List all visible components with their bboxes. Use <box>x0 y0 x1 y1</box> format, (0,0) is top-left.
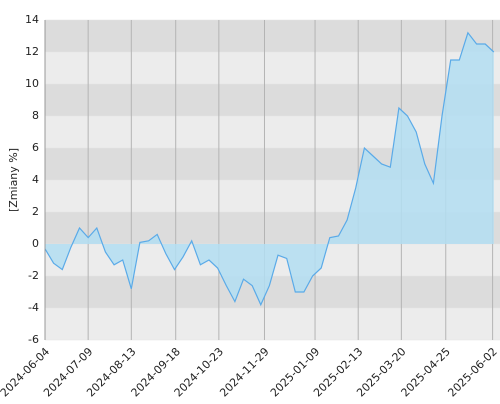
y-tick-label: 8 <box>32 109 39 122</box>
y-tick-label: 0 <box>32 237 39 250</box>
y-tick-label: 6 <box>32 141 39 154</box>
y-tick-label: -6 <box>28 333 39 346</box>
grid-band <box>45 148 500 180</box>
grid-band <box>45 20 500 52</box>
grid-band <box>45 52 500 84</box>
area <box>45 32 494 305</box>
x-tick-label: 2025-06-02 <box>445 345 499 399</box>
grid-band <box>45 276 500 308</box>
y-tick-label: 10 <box>25 77 39 90</box>
y-tick-label: 12 <box>25 45 39 58</box>
y-tick-label: 2 <box>32 205 39 218</box>
y-tick-label: 14 <box>25 13 39 26</box>
grid-band <box>45 116 500 148</box>
grid-band <box>45 308 500 340</box>
y-axis-label: [Zmiany %] <box>7 148 20 212</box>
line <box>44 31 495 307</box>
y-tick-label: -4 <box>28 301 39 314</box>
y-tick-label: -2 <box>28 269 39 282</box>
x-tick-label: 2024-11-29 <box>217 345 271 399</box>
grid-band <box>45 84 500 116</box>
y-tick-label: 4 <box>32 173 39 186</box>
